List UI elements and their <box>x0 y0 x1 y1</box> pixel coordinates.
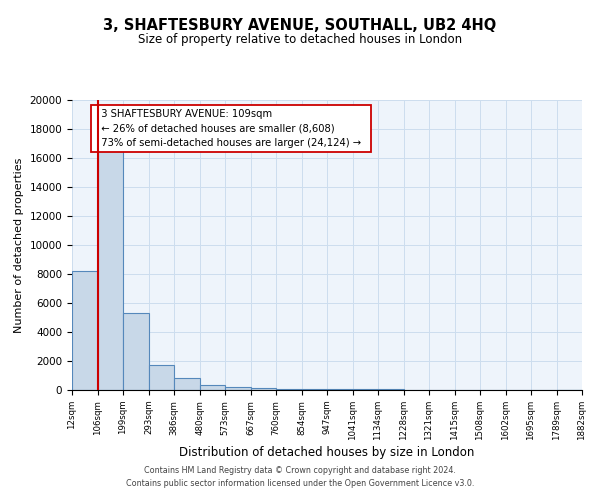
Text: Size of property relative to detached houses in London: Size of property relative to detached ho… <box>138 32 462 46</box>
Bar <box>276 388 302 390</box>
Text: 3 SHAFTESBURY AVENUE: 109sqm  
  ← 26% of detached houses are smaller (8,608)  
: 3 SHAFTESBURY AVENUE: 109sqm ← 26% of de… <box>95 108 367 148</box>
Text: Contains HM Land Registry data © Crown copyright and database right 2024.
Contai: Contains HM Land Registry data © Crown c… <box>126 466 474 487</box>
Bar <box>327 389 353 390</box>
Text: 3, SHAFTESBURY AVENUE, SOUTHALL, UB2 4HQ: 3, SHAFTESBURY AVENUE, SOUTHALL, UB2 4HQ <box>103 18 497 32</box>
Bar <box>72 271 98 390</box>
Bar <box>98 150 123 390</box>
Bar <box>123 313 149 390</box>
Bar <box>302 389 327 390</box>
Y-axis label: Number of detached properties: Number of detached properties <box>14 158 24 332</box>
Bar <box>225 387 251 390</box>
Bar <box>174 378 200 390</box>
X-axis label: Distribution of detached houses by size in London: Distribution of detached houses by size … <box>179 446 475 458</box>
Bar <box>251 388 276 390</box>
Bar <box>200 385 225 390</box>
Bar <box>149 364 174 390</box>
